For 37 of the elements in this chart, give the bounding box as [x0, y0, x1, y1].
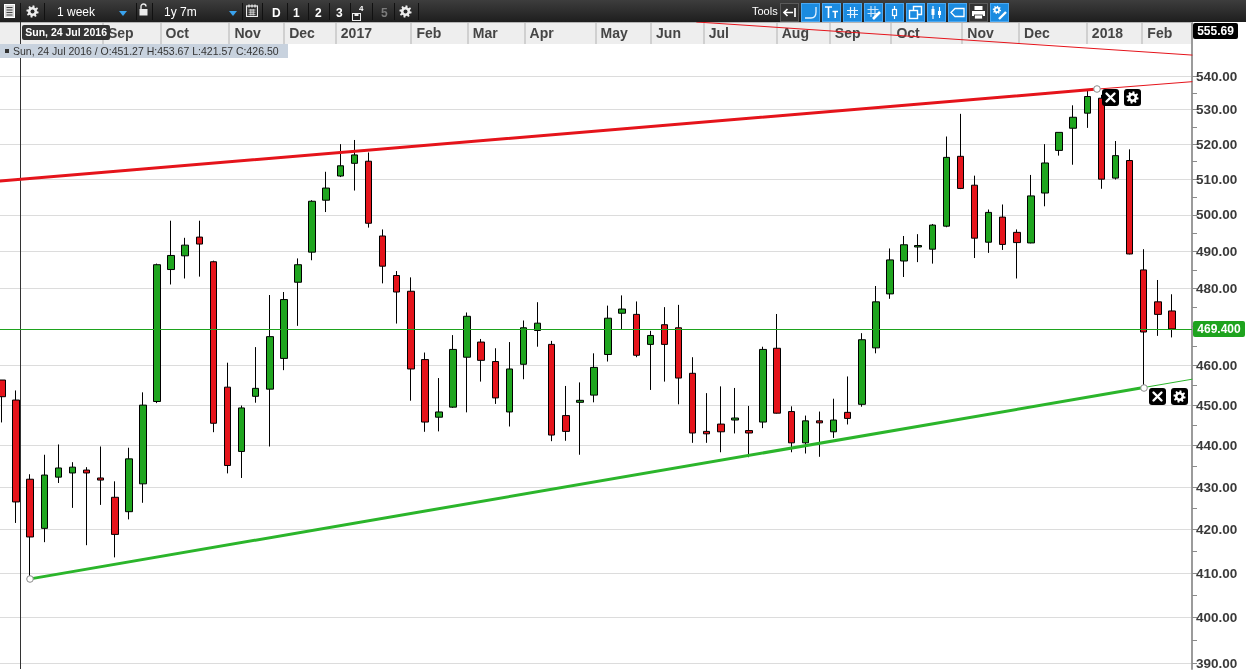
y-tick-label: 510.00: [1196, 171, 1238, 187]
y-tick-label: 500.00: [1196, 207, 1238, 223]
y-tick-label: 460.00: [1196, 357, 1238, 373]
y-tick-label: 430.00: [1196, 479, 1238, 495]
y-tick-label: 450.00: [1196, 397, 1238, 413]
x-tick-label: Mar: [472, 25, 499, 41]
x-tick-label: Feb: [1147, 25, 1173, 41]
x-tick-label: Oct: [165, 25, 190, 41]
ref-line-label: Sun, 24 Jul 2016: [25, 26, 107, 38]
x-tick-label: Aug: [781, 25, 809, 41]
y-tick-label: 440.00: [1196, 438, 1238, 454]
annotation: Sun, 24 Jul 2016 / O:451.27 H:453.67 L:421.57 C:426.50: [13, 45, 279, 57]
x-tick-label: Nov: [967, 25, 995, 41]
x-tick-label: Dec: [289, 25, 316, 41]
y-tick-label: 390.00: [1196, 655, 1238, 671]
x-tick-label: Feb: [416, 25, 442, 41]
x-tick-label: Apr: [529, 25, 555, 41]
x-tick-label: Sep: [107, 25, 134, 41]
x-tick-label: 2017: [340, 25, 373, 41]
x-tick-label: 2018: [1091, 25, 1124, 41]
y-tick-label: 400.00: [1196, 610, 1238, 626]
text: 555.69: [1193, 23, 1238, 39]
y-tick-label: 480.00: [1196, 281, 1238, 297]
x-tick-label: Jun: [656, 25, 681, 41]
ref-line-label: 469.400: [1193, 320, 1245, 337]
y-tick-label: 420.00: [1196, 522, 1238, 538]
x-tick-label: Jul: [708, 25, 729, 41]
y-tick-label: 520.00: [1196, 136, 1238, 152]
toolbar: 1 week 1y 7m D 1 2 3 4 5 Tools: [0, 0, 1246, 22]
info-panel: Sun, 24 Jul 2016 / O:451.27 H:453.67 L:421.57 C:426.50: [0, 44, 288, 58]
x-tick-label: May: [600, 25, 628, 41]
y-tick-label: 490.00: [1196, 243, 1238, 259]
x-tick-label: Dec: [1024, 25, 1051, 41]
y-tick-label: 540.00: [1196, 68, 1238, 84]
x-tick-label: Nov: [234, 25, 262, 41]
y-tick-label: 410.00: [1196, 565, 1238, 581]
y-tick-label: 530.00: [1196, 102, 1238, 118]
